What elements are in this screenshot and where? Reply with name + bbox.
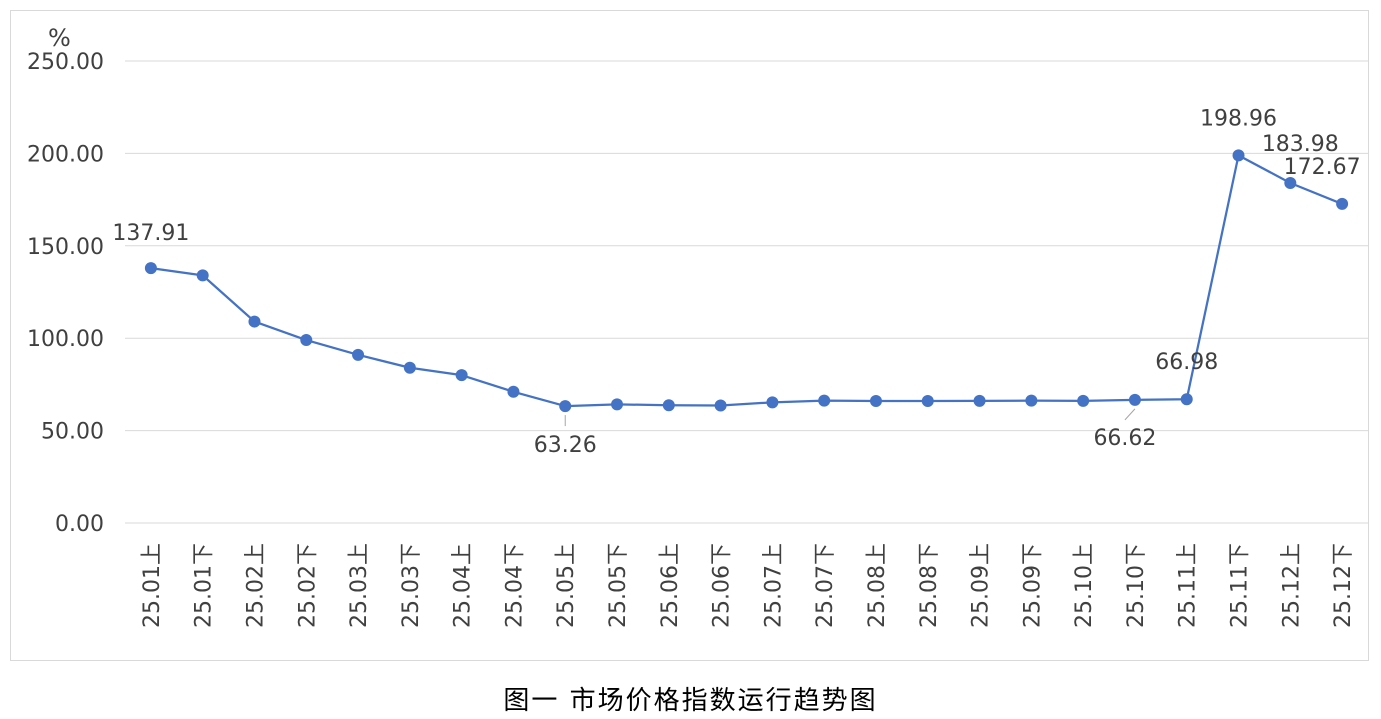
data-point xyxy=(559,400,572,413)
x-tick-label: 25.03上 xyxy=(347,543,372,628)
series-points xyxy=(144,149,1349,413)
series-line-path xyxy=(150,154,1343,408)
x-tick-label: 25.06上 xyxy=(658,543,683,628)
x-tick-label: 25.08上 xyxy=(865,543,890,628)
x-tick-label: 25.07下 xyxy=(813,543,838,628)
data-point xyxy=(300,334,313,347)
data-point xyxy=(611,398,624,411)
x-tick-label: 25.06下 xyxy=(710,543,735,628)
x-tick-label: 25.08下 xyxy=(917,543,942,628)
x-tick-label: 25.09上 xyxy=(969,543,994,628)
x-tick-label: 25.02上 xyxy=(243,543,268,628)
data-label: 66.98 xyxy=(1155,350,1218,375)
y-axis-unit-label: % xyxy=(48,24,71,52)
data-point xyxy=(973,394,986,407)
x-axis-tick-labels: 25.01上 25.01下 25.02上 25.02下 25.03上 25.03下 25.0… xyxy=(140,543,1356,628)
data-point xyxy=(403,361,416,374)
y-tick-label: 150.00 xyxy=(27,235,104,260)
data-point xyxy=(196,269,209,282)
x-tick-label: 25.10下 xyxy=(1124,543,1149,628)
data-label: 172.67 xyxy=(1284,155,1361,180)
data-label: 66.62 xyxy=(1093,426,1156,451)
data-point xyxy=(248,315,261,328)
data-label: 198.96 xyxy=(1200,106,1277,131)
x-tick-label: 25.10上 xyxy=(1072,543,1097,628)
x-tick-label: 25.01下 xyxy=(192,543,217,628)
data-label: 63.26 xyxy=(534,433,597,458)
data-point xyxy=(144,262,157,275)
data-point xyxy=(714,399,727,412)
data-point xyxy=(1180,393,1193,406)
data-point xyxy=(662,399,675,412)
y-tick-label: 200.00 xyxy=(27,142,104,167)
x-tick-label: 25.12上 xyxy=(1279,543,1304,628)
data-label: 183.98 xyxy=(1262,132,1339,157)
x-tick-label: 25.01上 xyxy=(140,543,165,628)
data-point xyxy=(1128,393,1141,406)
data-point xyxy=(1284,177,1297,190)
data-point xyxy=(1232,149,1245,162)
y-axis-tick-labels: 0.00 50.00 100.00 150.00 200.00 250.00 xyxy=(27,50,104,537)
x-tick-label: 25.05下 xyxy=(606,543,631,628)
y-tick-label: 0.00 xyxy=(55,512,104,537)
x-tick-label: 25.11下 xyxy=(1228,543,1253,628)
figure-caption: 图一 市场价格指数运行趋势图 xyxy=(503,686,878,716)
data-point xyxy=(818,394,831,407)
data-point xyxy=(507,385,520,398)
x-tick-label: 25.11上 xyxy=(1176,543,1201,628)
y-tick-label: 50.00 xyxy=(41,420,104,445)
data-point xyxy=(921,395,934,408)
x-tick-label: 25.07上 xyxy=(761,543,786,628)
x-tick-label: 25.05上 xyxy=(554,543,579,628)
series-line xyxy=(150,154,1343,408)
y-tick-label: 100.00 xyxy=(27,327,104,352)
data-point xyxy=(455,369,468,382)
x-tick-label: 25.09下 xyxy=(1020,543,1045,628)
y-tick-label: 250.00 xyxy=(27,50,104,75)
data-point xyxy=(1025,394,1038,407)
x-tick-label: 25.02下 xyxy=(295,543,320,628)
data-point xyxy=(766,396,779,409)
data-point xyxy=(1336,197,1349,210)
data-label-leader xyxy=(1124,408,1136,421)
x-tick-label: 25.12下 xyxy=(1331,543,1356,628)
data-point xyxy=(352,348,365,361)
data-point xyxy=(869,395,882,408)
gridlines xyxy=(125,60,1368,524)
chart-frame xyxy=(10,10,1369,661)
data-label: 137.91 xyxy=(112,221,189,246)
x-tick-label: 25.04上 xyxy=(451,543,476,628)
x-tick-label: 25.03下 xyxy=(399,543,424,628)
data-point xyxy=(1077,394,1090,407)
x-tick-label: 25.04下 xyxy=(502,543,527,628)
